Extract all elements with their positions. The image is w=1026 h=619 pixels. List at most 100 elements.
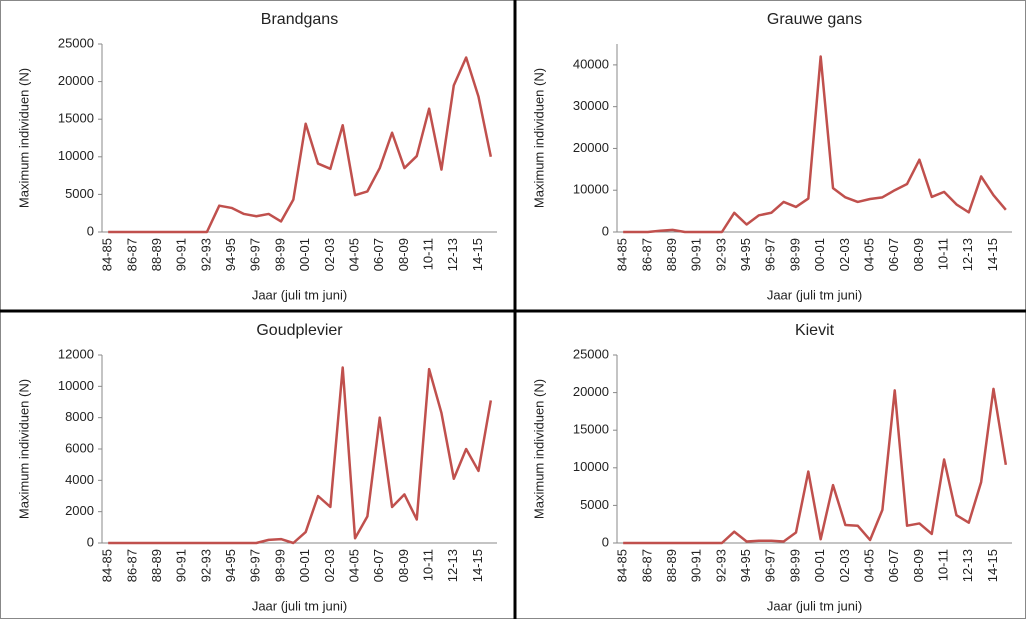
x-tick-label: 08-09 [396, 238, 411, 271]
x-tick-label: 94-95 [223, 238, 238, 271]
data-line [108, 366, 493, 545]
data-line [623, 387, 1008, 545]
y-axis-label: Maximum individuen (N) [531, 379, 546, 519]
y-tick-label: 5000 [65, 186, 94, 201]
x-tick-label: 88-89 [149, 549, 164, 582]
data-line [623, 55, 1007, 234]
x-tick-label: 00-01 [297, 549, 312, 582]
y-tick-label: 10000 [58, 378, 94, 393]
x-axis-label: Jaar (juli tm juni) [767, 287, 862, 302]
x-tick-label: 10-11 [936, 549, 951, 581]
y-tick-label: 8000 [65, 409, 94, 424]
x-tick-label: 10-11 [421, 549, 436, 581]
x-tick-label: 84-85 [100, 238, 115, 271]
chart-title: Brandgans [261, 11, 338, 28]
y-tick-label: 0 [87, 534, 94, 549]
data-line [108, 56, 493, 234]
chart-title: Grauwe gans [767, 11, 862, 28]
x-tick-label: 06-07 [886, 238, 901, 271]
x-axis-label: Jaar (juli tm juni) [252, 598, 347, 613]
x-tick-label: 14-15 [985, 238, 1000, 271]
y-tick-label: 2000 [65, 503, 94, 518]
y-tick-label: 25000 [573, 346, 609, 361]
x-axis-label: Jaar (juli tm juni) [767, 598, 862, 613]
x-tick-label: 84-85 [100, 549, 115, 582]
x-tick-label: 02-03 [837, 549, 852, 582]
panel: Grauwe gans Maximum individuen (N) Jaar (j… [531, 11, 1012, 302]
y-tick-label: 30000 [573, 98, 609, 113]
y-tick-label: 25000 [58, 35, 94, 50]
x-tick-label: 06-07 [371, 238, 386, 271]
x-tick-label: 04-05 [346, 238, 361, 271]
y-tick-label: 10000 [58, 148, 94, 163]
y-tick-label: 0 [87, 223, 94, 238]
y-tick-label: 0 [602, 534, 609, 549]
x-tick-label: 94-95 [223, 549, 238, 582]
x-tick-label: 04-05 [346, 549, 361, 582]
y-axis-label: Maximum individuen (N) [16, 68, 31, 208]
panel: Brandgans Maximum individuen (N) Jaar (jul… [16, 11, 497, 302]
y-tick-label: 4000 [65, 472, 94, 487]
x-tick-label: 92-93 [713, 238, 728, 271]
y-tick-label: 6000 [65, 440, 94, 455]
panel: Goudplevier Maximum individuen (N) Jaar (j… [16, 322, 497, 613]
x-tick-label: 94-95 [738, 238, 753, 271]
x-tick-label: 02-03 [322, 238, 337, 271]
x-tick-label: 88-89 [664, 238, 679, 271]
x-tick-label: 02-03 [837, 238, 852, 271]
x-tick-label: 10-11 [421, 238, 436, 270]
y-axis-label: Maximum individuen (N) [531, 68, 546, 208]
x-tick-label: 86-87 [639, 238, 654, 271]
x-tick-label: 12-13 [960, 549, 975, 582]
x-tick-label: 00-01 [297, 238, 312, 271]
x-tick-label: 86-87 [639, 549, 654, 582]
panel: Kievit Maximum individuen (N) Jaar (juli t… [531, 322, 1012, 613]
x-tick-label: 02-03 [322, 549, 337, 582]
x-tick-label: 94-95 [738, 549, 753, 582]
x-tick-label: 84-85 [615, 549, 630, 582]
x-tick-label: 90-91 [174, 549, 189, 582]
x-tick-label: 14-15 [470, 238, 485, 271]
x-tick-label: 98-99 [787, 549, 802, 582]
x-tick-label: 98-99 [272, 238, 287, 271]
chart-title: Goudplevier [256, 322, 343, 339]
x-tick-label: 90-91 [689, 549, 704, 582]
x-tick-label: 08-09 [911, 549, 926, 582]
y-tick-label: 12000 [58, 346, 94, 361]
x-tick-label: 86-87 [124, 238, 139, 271]
x-axis-label: Jaar (juli tm juni) [252, 287, 347, 302]
y-tick-label: 15000 [573, 422, 609, 437]
x-tick-label: 06-07 [371, 549, 386, 582]
y-tick-label: 40000 [573, 56, 609, 71]
x-tick-label: 06-07 [886, 549, 901, 582]
x-tick-label: 10-11 [936, 238, 951, 270]
y-tick-label: 15000 [58, 111, 94, 126]
x-tick-label: 98-99 [787, 238, 802, 271]
y-tick-label: 10000 [573, 459, 609, 474]
x-tick-label: 88-89 [149, 238, 164, 271]
y-tick-label: 20000 [573, 384, 609, 399]
x-tick-label: 00-01 [812, 238, 827, 271]
y-tick-label: 20000 [58, 73, 94, 88]
x-tick-label: 14-15 [985, 549, 1000, 582]
x-tick-label: 12-13 [445, 238, 460, 271]
x-tick-label: 08-09 [396, 549, 411, 582]
x-tick-label: 96-97 [248, 238, 263, 271]
x-tick-label: 08-09 [911, 238, 926, 271]
chart-title: Kievit [795, 322, 835, 339]
y-tick-label: 20000 [573, 140, 609, 155]
x-tick-label: 92-93 [713, 549, 728, 582]
x-tick-label: 04-05 [861, 238, 876, 271]
x-tick-label: 12-13 [445, 549, 460, 582]
x-tick-label: 98-99 [272, 549, 287, 582]
x-tick-label: 96-97 [248, 549, 263, 582]
x-tick-label: 90-91 [689, 238, 704, 271]
y-tick-label: 10000 [573, 182, 609, 197]
y-axis-label: Maximum individuen (N) [16, 379, 31, 519]
y-tick-label: 5000 [580, 497, 609, 512]
x-tick-label: 90-91 [174, 238, 189, 271]
x-tick-label: 96-97 [763, 238, 778, 271]
x-tick-label: 84-85 [615, 238, 630, 271]
x-tick-label: 14-15 [470, 549, 485, 582]
